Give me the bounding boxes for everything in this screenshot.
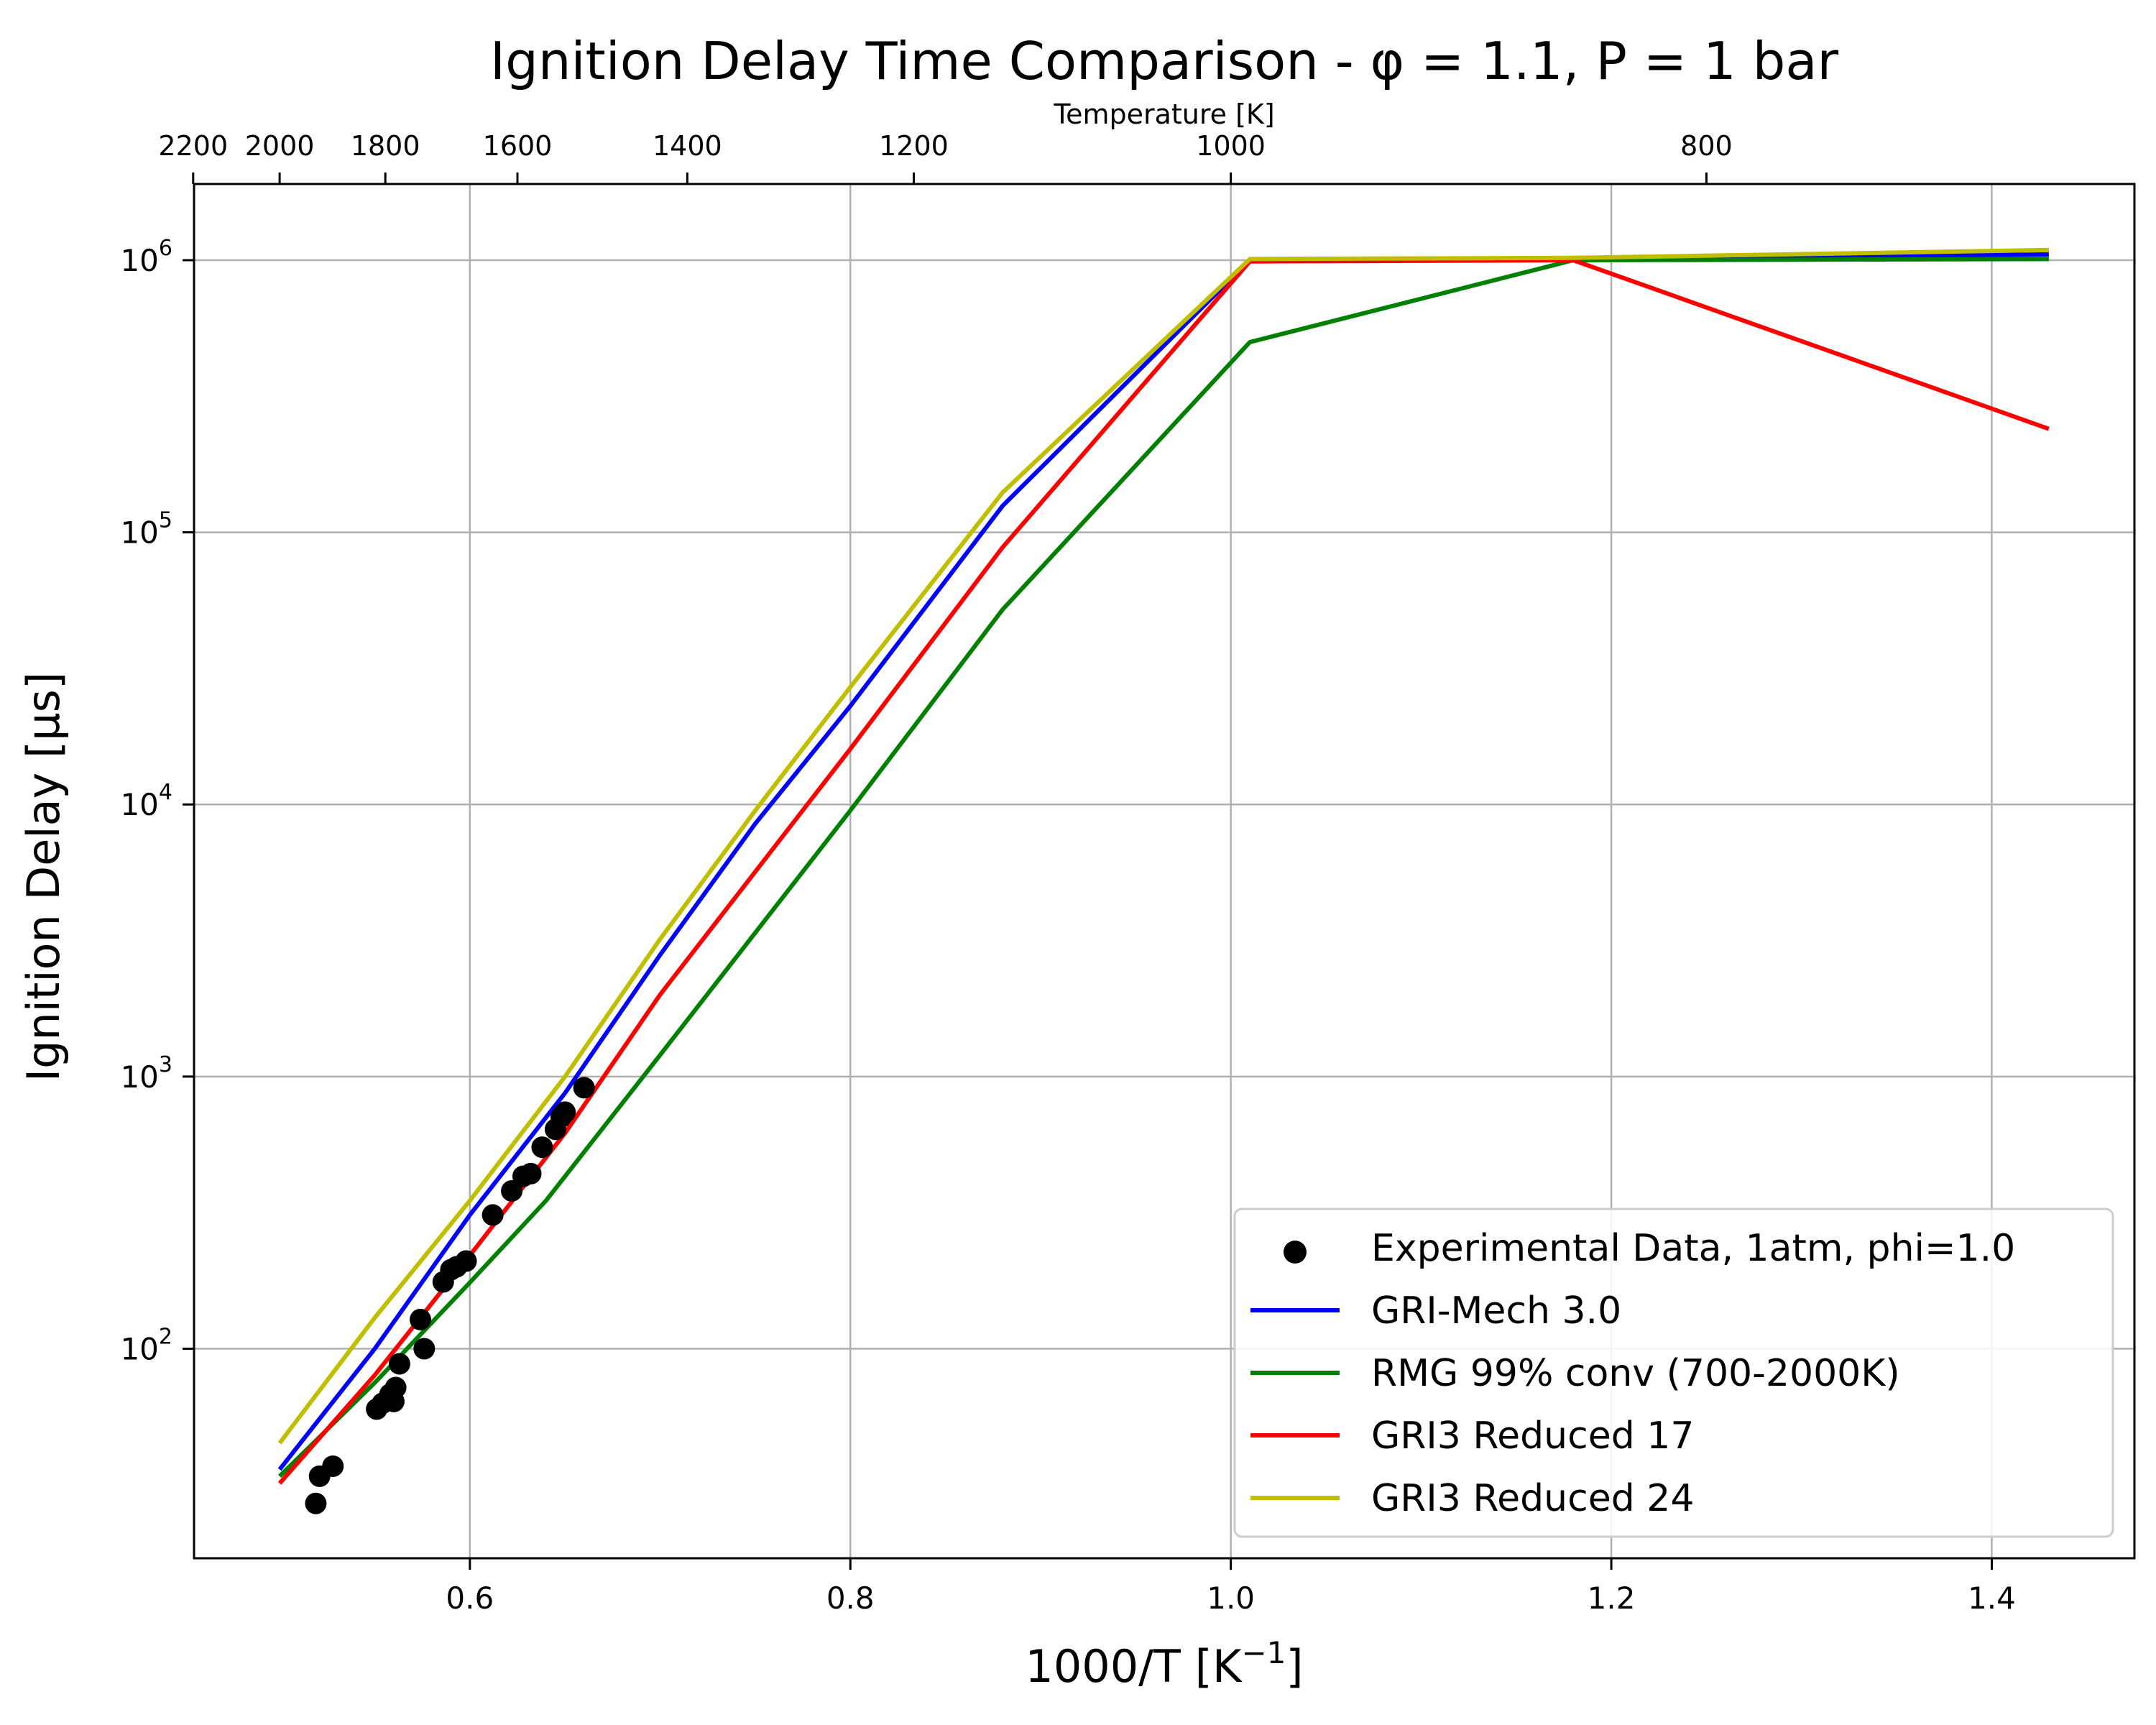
data-point [520,1162,542,1184]
y-tick-label: 105 [120,508,172,551]
chart-title: Ignition Delay Time Comparison - φ = 1.1… [490,31,1839,91]
data-point [410,1308,431,1330]
x-tick-label: 1.2 [1588,1581,1636,1616]
legend-label: GRI-Mech 3.0 [1371,1289,1621,1333]
y-tick-label: 103 [120,1052,172,1095]
data-point [322,1455,344,1477]
top-axis-label: Temperature [K] [1053,98,1274,130]
series-line-3 [277,247,2049,1445]
data-point [554,1101,576,1123]
data-point [388,1353,410,1375]
data-point [573,1077,595,1099]
top-tick-label: 800 [1680,130,1733,162]
data-point [305,1492,327,1514]
x-axis-ticks: 0.6 0.8 1.0 1.2 1.4 [446,1558,2016,1616]
legend: Experimental Data, 1atm, phi=1.0 GRI-Mech… [1233,1208,2114,1538]
legend-label: Experimental Data, 1atm, phi=1.0 [1371,1227,2015,1270]
legend-label: RMG 99% conv (700-2000K) [1371,1352,1900,1395]
data-point [501,1179,523,1202]
x-tick-label: 1.0 [1207,1581,1255,1616]
x-tick-label: 0.6 [446,1581,494,1616]
y-axis-label: Ignition Delay [µs] [17,672,70,1082]
legend-label: GRI3 Reduced 17 [1371,1414,1694,1458]
data-point [482,1204,504,1226]
top-tick-label: 1800 [351,130,420,162]
x-tick-label: 0.8 [826,1581,875,1616]
legend-box [1233,1208,2114,1538]
data-point [455,1250,477,1272]
top-tick-label: 2200 [158,130,228,162]
y-tick-label: 102 [120,1324,172,1366]
data-point [413,1338,436,1360]
y-tick-label: 104 [120,780,172,822]
x-axis-label: 1000/T [K−1] [1025,1635,1303,1693]
x-tick-label: 1.4 [1968,1581,2016,1616]
legend-label: GRI3 Reduced 24 [1371,1477,1694,1520]
top-axis-ticks: 2200 2000 1800 1600 1400 1200 1000 800 [158,130,1733,184]
top-tick-label: 1200 [879,130,949,162]
top-tick-label: 1000 [1196,130,1266,162]
top-tick-label: 2000 [245,130,315,162]
series-line-1 [277,257,2049,1478]
scatter-layer [305,1077,595,1514]
y-tick-label: 106 [120,236,172,278]
data-point [384,1376,407,1399]
legend-marker-scatter [1284,1241,1307,1264]
plot-frame [193,183,2136,1560]
data-point [531,1136,553,1159]
top-tick-label: 1400 [653,130,722,162]
top-tick-label: 1600 [483,130,553,162]
y-axis-ticks: 102 103 104 105 106 [120,236,194,1366]
